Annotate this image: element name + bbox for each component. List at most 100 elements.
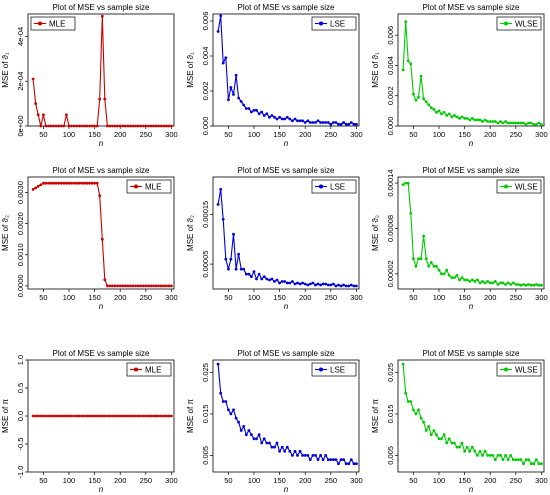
data-point [429, 433, 433, 437]
data-point [70, 124, 73, 128]
data-point [113, 414, 117, 418]
data-point [139, 284, 143, 288]
data-point [152, 124, 155, 128]
data-point [85, 124, 89, 128]
data-point [314, 454, 317, 457]
data-point [237, 252, 241, 256]
data-point [90, 181, 94, 185]
data-point [303, 282, 307, 286]
data-point [116, 414, 119, 418]
data-point [326, 458, 330, 461]
data-point [450, 441, 454, 445]
data-point [239, 429, 243, 432]
data-point [501, 458, 505, 461]
chart-panel-7: Plot of MSE vs sample size 50 100 150 200 250… [1, 349, 178, 494]
data-point [234, 267, 238, 271]
data-point [344, 462, 348, 466]
y-tick-label: 0.00015 [201, 201, 210, 228]
legend-box [496, 179, 542, 194]
data-point [435, 111, 438, 114]
data-point [139, 414, 143, 418]
data-point [344, 122, 348, 126]
data-point [291, 119, 294, 123]
data-point [463, 449, 466, 453]
data-point [519, 458, 523, 461]
data-point [283, 117, 287, 121]
data-point [486, 120, 489, 123]
data-point [540, 283, 543, 287]
data-point [88, 124, 91, 128]
data-point [52, 181, 55, 185]
legend-label: MLE [49, 20, 65, 29]
data-point [129, 414, 132, 418]
data-point [314, 121, 317, 124]
plot-frame [397, 176, 545, 290]
x-tick-label: 300 [350, 293, 363, 302]
data-point [221, 400, 225, 403]
data-point [232, 232, 235, 236]
data-point [355, 122, 358, 126]
data-point [219, 188, 223, 191]
data-point [293, 117, 297, 121]
x-tick-label: 250 [510, 130, 523, 139]
legend-label: WLSE [515, 20, 538, 29]
data-point [67, 414, 71, 418]
data-point [108, 124, 112, 128]
data-point [419, 74, 423, 78]
data-point [288, 281, 292, 285]
data-point [349, 458, 353, 461]
x-tick-label: 50 [39, 476, 47, 485]
series-line [402, 21, 542, 126]
series-line [217, 189, 357, 287]
data-point [476, 118, 479, 122]
data-point [44, 414, 48, 418]
data-point [504, 283, 507, 286]
x-tick-label: 50 [224, 476, 232, 485]
x-tick-label: 250 [510, 476, 523, 485]
data-point [470, 445, 474, 449]
data-point [224, 400, 228, 403]
data-point [49, 181, 53, 185]
chart-title: Plot of MSE vs sample size [423, 166, 520, 175]
data-point [355, 462, 358, 466]
data-point [227, 267, 230, 271]
data-point [98, 97, 102, 101]
data-point [458, 117, 461, 120]
y-tick-label: 0.00014 [386, 169, 395, 196]
data-point [152, 284, 155, 288]
y-tick-label: 0.006 [201, 12, 210, 31]
x-tick-label: 200 [114, 293, 127, 302]
data-point [65, 414, 68, 418]
chart-title: Plot of MSE vs sample size [423, 349, 520, 358]
data-point [458, 445, 461, 449]
data-point [491, 454, 495, 457]
data-point [298, 449, 302, 453]
x-tick-label: 150 [458, 130, 471, 139]
data-point [406, 400, 410, 403]
data-point [95, 181, 99, 185]
data-point [501, 121, 505, 125]
data-point [42, 181, 45, 185]
data-point [275, 441, 279, 445]
data-point [270, 445, 274, 449]
chart-title: Plot of MSE vs sample size [238, 166, 335, 175]
y-tick-label: 0.0020 [16, 212, 25, 235]
chart-title: Plot of MSE vs sample size [238, 3, 335, 12]
data-point [34, 414, 38, 418]
y-tick-label: 0.000 [386, 117, 395, 136]
data-point [401, 362, 405, 366]
legend-box [311, 362, 357, 377]
data-point [278, 281, 281, 285]
data-point [522, 121, 525, 125]
data-point [159, 414, 163, 418]
data-point [349, 121, 353, 124]
data-point [280, 280, 284, 283]
x-tick-label: 150 [88, 293, 101, 302]
data-point [164, 124, 168, 128]
data-point [103, 414, 107, 418]
data-point [311, 281, 315, 285]
data-point [347, 284, 351, 288]
data-point [131, 284, 135, 288]
data-point [59, 414, 63, 418]
legend-label: LSE [330, 366, 345, 375]
